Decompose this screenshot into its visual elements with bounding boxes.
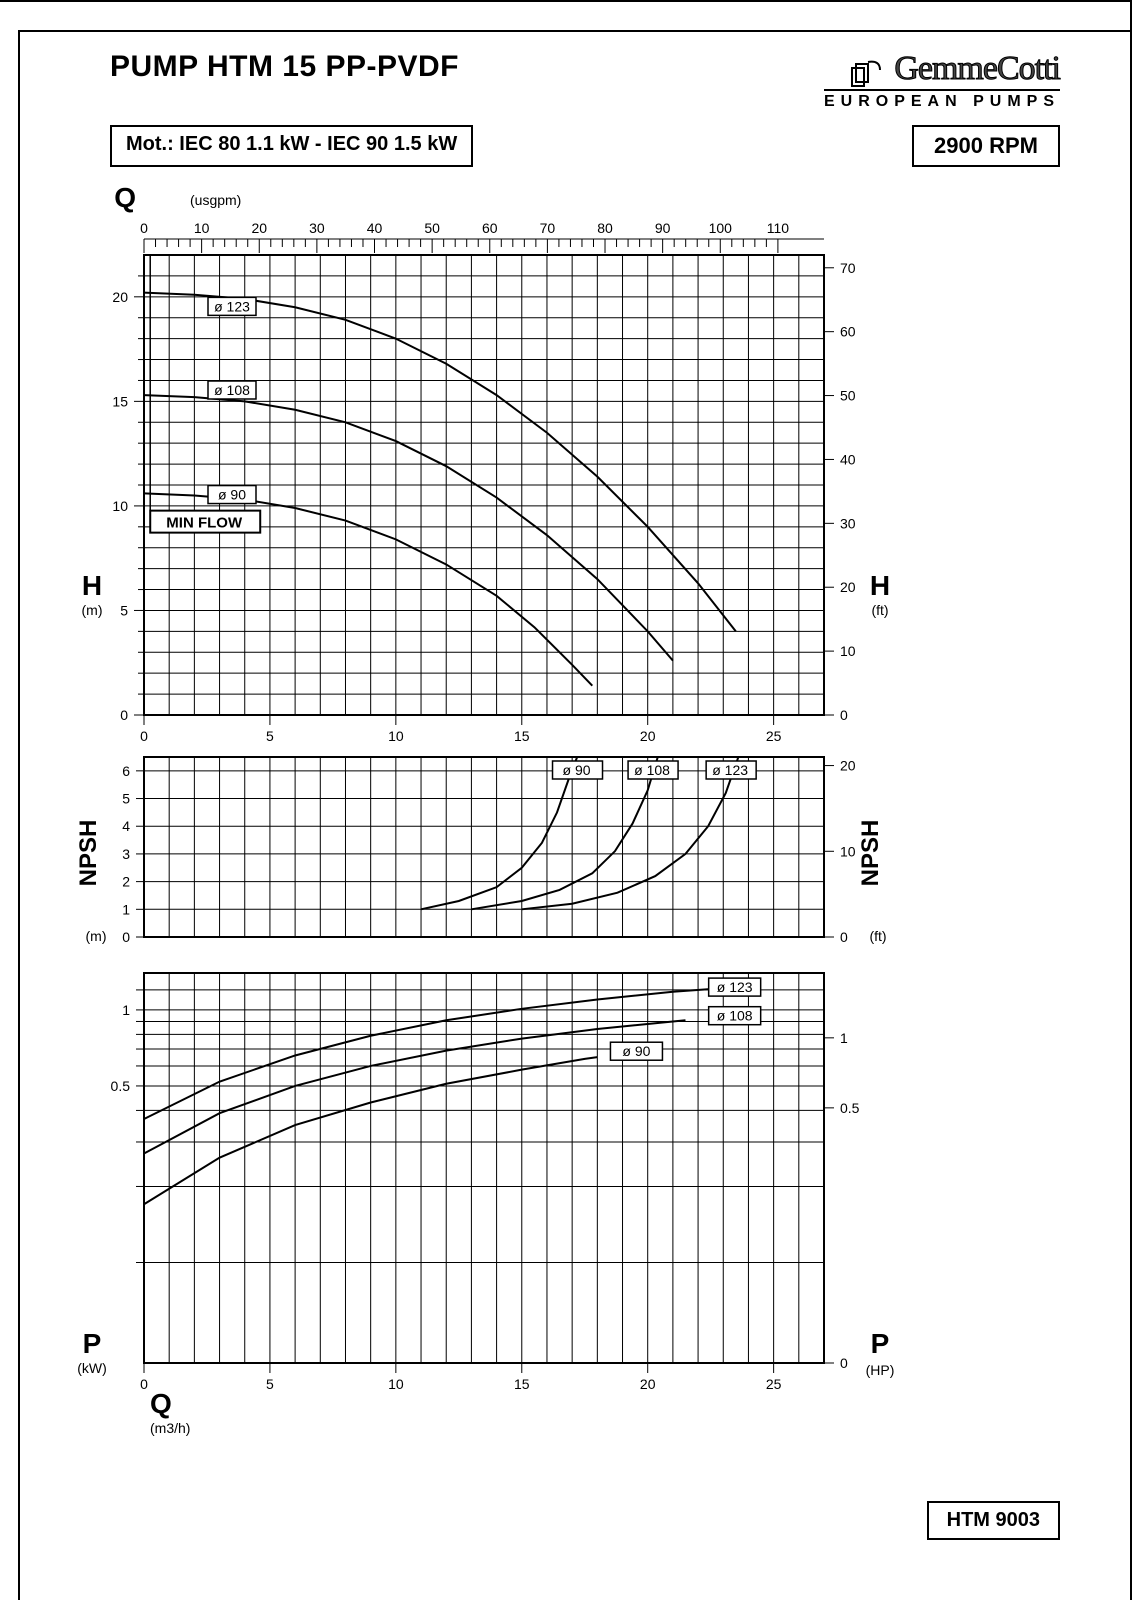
svg-text:3: 3 bbox=[122, 846, 130, 862]
svg-text:10: 10 bbox=[388, 728, 404, 744]
svg-text:0.5: 0.5 bbox=[840, 1100, 860, 1116]
svg-text:15: 15 bbox=[514, 1376, 530, 1392]
svg-text:50: 50 bbox=[424, 220, 440, 236]
svg-text:4: 4 bbox=[122, 818, 130, 834]
header: PUMP HTM 15 PP-PVDF GemmeCotti EUROPEAN … bbox=[40, 30, 1090, 121]
svg-text:60: 60 bbox=[482, 220, 498, 236]
svg-text:ø 123: ø 123 bbox=[717, 979, 753, 995]
svg-text:2: 2 bbox=[122, 874, 130, 890]
svg-text:70: 70 bbox=[840, 260, 856, 276]
svg-text:0.5: 0.5 bbox=[111, 1078, 131, 1094]
svg-text:1: 1 bbox=[122, 902, 130, 918]
svg-text:(usgpm): (usgpm) bbox=[190, 192, 241, 208]
svg-text:(HP): (HP) bbox=[866, 1362, 895, 1378]
svg-text:0: 0 bbox=[840, 1355, 848, 1371]
svg-text:5: 5 bbox=[122, 791, 130, 807]
svg-text:P: P bbox=[83, 1328, 102, 1359]
svg-text:P: P bbox=[871, 1328, 890, 1359]
footer-code-box: HTM 9003 bbox=[927, 1501, 1060, 1540]
svg-text:(ft): (ft) bbox=[869, 928, 886, 944]
svg-text:ø 90: ø 90 bbox=[218, 487, 246, 503]
svg-text:20: 20 bbox=[112, 289, 128, 305]
svg-text:(m3/h): (m3/h) bbox=[150, 1420, 190, 1436]
svg-text:ø 108: ø 108 bbox=[717, 1008, 753, 1024]
svg-text:ø 108: ø 108 bbox=[214, 382, 250, 398]
svg-text:10: 10 bbox=[388, 1376, 404, 1392]
svg-text:25: 25 bbox=[766, 728, 782, 744]
svg-text:0: 0 bbox=[140, 1376, 148, 1392]
svg-text:ø 123: ø 123 bbox=[214, 299, 250, 315]
svg-text:90: 90 bbox=[655, 220, 671, 236]
svg-text:ø 90: ø 90 bbox=[622, 1043, 650, 1059]
svg-text:60: 60 bbox=[840, 324, 856, 340]
svg-text:5: 5 bbox=[266, 728, 274, 744]
svg-text:10: 10 bbox=[112, 498, 128, 514]
svg-text:(m): (m) bbox=[82, 602, 103, 618]
svg-text:20: 20 bbox=[640, 728, 656, 744]
svg-text:MIN FLOW: MIN FLOW bbox=[166, 515, 243, 532]
logo-icon bbox=[850, 56, 886, 93]
svg-text:40: 40 bbox=[840, 452, 856, 468]
svg-text:ø 123: ø 123 bbox=[712, 762, 748, 778]
logo-sub-text: EUROPEAN PUMPS bbox=[824, 89, 1060, 111]
svg-text:10: 10 bbox=[840, 643, 856, 659]
svg-text:NPSH: NPSH bbox=[857, 820, 884, 887]
svg-text:6: 6 bbox=[122, 763, 130, 779]
svg-text:20: 20 bbox=[840, 758, 856, 774]
svg-text:0: 0 bbox=[840, 929, 848, 945]
svg-text:H: H bbox=[870, 570, 890, 601]
charts-area: Q(usgpm)01020304050607080901001100510152… bbox=[40, 179, 1090, 1478]
svg-text:40: 40 bbox=[367, 220, 383, 236]
svg-text:20: 20 bbox=[251, 220, 267, 236]
svg-text:10: 10 bbox=[194, 220, 210, 236]
svg-text:ø 108: ø 108 bbox=[634, 762, 670, 778]
page-title: PUMP HTM 15 PP-PVDF bbox=[110, 50, 459, 84]
svg-text:80: 80 bbox=[597, 220, 613, 236]
svg-text:0: 0 bbox=[140, 728, 148, 744]
svg-text:ø 90: ø 90 bbox=[563, 762, 591, 778]
svg-text:70: 70 bbox=[540, 220, 556, 236]
pump-curves-svg: Q(usgpm)01020304050607080901001100510152… bbox=[70, 183, 1090, 1463]
svg-text:(kW): (kW) bbox=[77, 1360, 107, 1376]
svg-text:25: 25 bbox=[766, 1376, 782, 1392]
svg-text:20: 20 bbox=[640, 1376, 656, 1392]
datasheet-page: PUMP HTM 15 PP-PVDF GemmeCotti EUROPEAN … bbox=[0, 0, 1132, 1600]
logo-main-text: GemmeCotti bbox=[894, 50, 1060, 87]
svg-text:NPSH: NPSH bbox=[75, 820, 102, 887]
svg-text:20: 20 bbox=[840, 579, 856, 595]
svg-text:H: H bbox=[82, 570, 102, 601]
svg-text:(ft): (ft) bbox=[871, 602, 888, 618]
svg-text:5: 5 bbox=[266, 1376, 274, 1392]
svg-text:1: 1 bbox=[840, 1030, 848, 1046]
svg-text:100: 100 bbox=[709, 220, 733, 236]
brand-logo: GemmeCotti EUROPEAN PUMPS bbox=[824, 50, 1060, 111]
svg-text:0: 0 bbox=[140, 220, 148, 236]
svg-text:Q: Q bbox=[114, 183, 136, 213]
svg-text:30: 30 bbox=[840, 516, 856, 532]
svg-text:50: 50 bbox=[840, 388, 856, 404]
svg-text:15: 15 bbox=[514, 728, 530, 744]
svg-text:10: 10 bbox=[840, 844, 856, 860]
svg-text:110: 110 bbox=[767, 220, 790, 236]
svg-text:0: 0 bbox=[840, 707, 848, 723]
svg-text:0: 0 bbox=[122, 929, 130, 945]
svg-text:1: 1 bbox=[122, 1002, 130, 1018]
svg-text:0: 0 bbox=[120, 707, 128, 723]
svg-text:(m): (m) bbox=[86, 928, 107, 944]
svg-text:15: 15 bbox=[112, 394, 128, 410]
svg-text:5: 5 bbox=[120, 603, 128, 619]
svg-text:Q: Q bbox=[150, 1388, 172, 1419]
svg-text:30: 30 bbox=[309, 220, 325, 236]
